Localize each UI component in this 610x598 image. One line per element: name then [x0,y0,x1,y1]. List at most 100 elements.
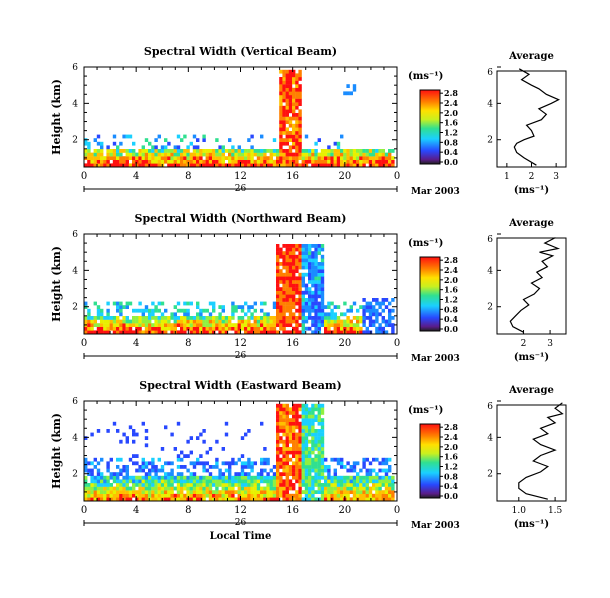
heatmap-cell [359,149,363,153]
heatmap-cell [311,443,315,448]
heatmap-cell [320,323,325,327]
heatmap-cell [151,461,155,466]
heatmap-cell [148,156,152,160]
heatmap-cell [189,486,193,491]
heatmap-cell [128,486,133,491]
heatmap-cell [288,305,293,309]
heatmap-cell [202,493,206,498]
heatmap-cell [84,326,88,331]
heatmap-cell [349,490,353,494]
heatmap-cell [170,472,174,476]
heatmap-cell [128,497,133,502]
heatmap-cell [112,301,117,306]
heatmap-cell [276,301,280,306]
heatmap-cell [285,418,289,422]
heatmap-cell [279,145,283,150]
heatmap-cell [324,479,328,484]
heatmap-cell [308,461,312,466]
heatmap-cell [212,308,216,313]
heatmap-cell [314,454,318,458]
heatmap-cell [263,159,267,164]
heatmap-cell [253,479,257,484]
heatmap-cell [285,472,289,476]
heatmap-cell [183,326,187,331]
heatmap-cell [301,251,305,255]
heatmap-cell [157,475,161,480]
heatmap-cell [237,316,241,320]
heatmap-cell [160,465,165,469]
heatmap-cell [224,319,229,324]
heatmap-cell [362,298,366,302]
heatmap-cell [164,486,168,491]
heatmap-cell [365,308,369,313]
heatmap-cell [244,330,248,335]
heatmap-cell [362,312,366,317]
heatmap-cell [327,305,331,309]
heatmap-cell [151,163,155,168]
heatmap-cell [112,319,117,324]
heatmap-cell [295,113,299,117]
heatmap-cell [183,330,187,335]
heatmap-cell [202,439,206,444]
heatmap-cell [343,326,347,331]
heatmap-cell [141,159,145,164]
heatmap-cell [138,163,142,168]
heatmap-cell [141,152,145,157]
heatmap-cell [324,483,328,487]
heatmap-cell [141,468,145,473]
heatmap-cell [282,454,286,458]
heatmap-cell [148,323,152,327]
heatmap-cell [199,486,203,491]
heatmap-cell [314,483,318,487]
heatmap-cell [368,486,373,491]
heatmap-cell [244,163,248,168]
heatmap-cell [320,312,325,317]
heatmap-cell [276,429,280,433]
heatmap-cell [381,149,385,153]
heatmap-cell [381,316,385,320]
heatmap-cell [320,308,325,313]
heatmap-cell [183,156,187,160]
heatmap-cell [298,298,302,302]
heatmap-cell [180,316,184,320]
heatmap-cell [106,308,110,313]
heatmap-cell [164,330,168,335]
heatmap-cell [138,323,142,327]
heatmap-cell [244,497,248,502]
heatmap-cell [87,486,91,491]
heatmap-cell [144,443,149,448]
heatmap-cell [180,152,184,157]
heatmap-cell [208,486,213,491]
colorbar-tick-label: 2.8 [444,255,458,265]
heatmap-cell [196,326,200,331]
heatmap-cell [285,98,289,103]
heatmap-cell [244,432,248,437]
colorbar-tick-label: 0.0 [444,324,458,334]
heatmap-cell [295,269,299,273]
heatmap-cell [218,305,222,309]
heatmap-cell [196,493,200,498]
heatmap-cell [352,149,357,153]
heatmap-cell [314,305,318,309]
heatmap-cell [288,439,293,444]
heatmap-cell [292,465,296,469]
heatmap-cell [352,479,357,484]
heatmap-cell [276,447,280,451]
heatmap-cell [157,159,161,164]
heatmap-cell [295,280,299,284]
heatmap-cell [263,490,267,494]
profile-line [509,237,561,333]
heatmap-cell [170,330,174,335]
heatmap-cell [298,152,302,157]
heatmap-cell [218,316,222,320]
heatmap-cell [298,407,302,412]
heatmap-cell [228,486,232,491]
heatmap-cell [141,316,145,320]
heatmap-cell [368,493,373,498]
profile-x-label: (ms⁻¹) [514,352,549,363]
heatmap-cell [292,421,296,426]
heatmap-cell [215,475,219,480]
heatmap-cell [116,305,120,309]
heatmap-cell [282,80,286,85]
heatmap-cell [87,497,91,502]
